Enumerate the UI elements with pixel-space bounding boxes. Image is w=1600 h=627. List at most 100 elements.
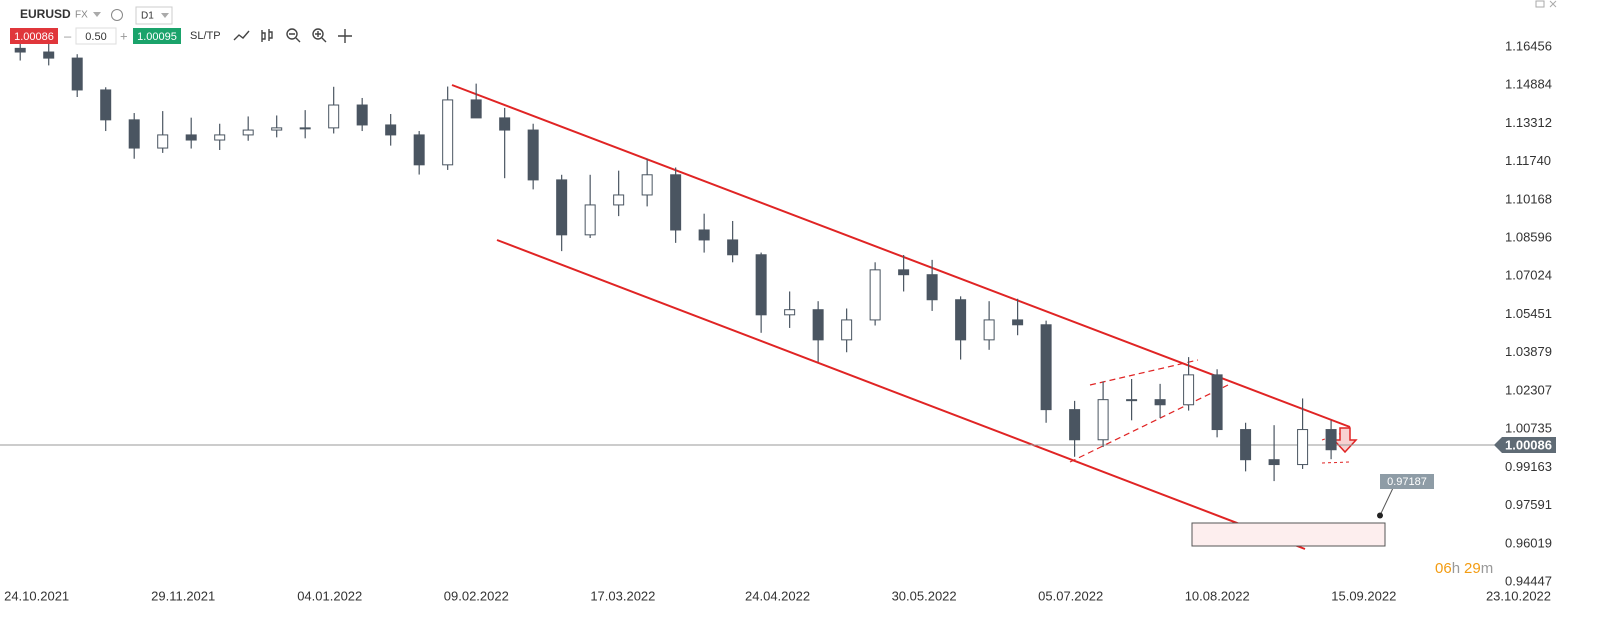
candle-body [157, 134, 169, 149]
target-point [1377, 512, 1383, 519]
close-icon[interactable] [1549, 0, 1557, 8]
sltp[interactable]: SL/TP [190, 30, 221, 42]
candle-body [1325, 429, 1337, 451]
info-icon[interactable] [111, 9, 123, 21]
candle-tool[interactable] [261, 29, 273, 42]
countdown-hours: 06 [1435, 560, 1452, 577]
candle-body [926, 274, 938, 301]
ask[interactable]: 1.00095 [137, 31, 177, 43]
candle-body [185, 134, 197, 141]
x-tick-label: 17.03.2022 [590, 588, 655, 603]
candle-body [1126, 399, 1138, 402]
y-tick-label: 1.00735 [1505, 421, 1552, 436]
countdown: 06h 29m [1435, 560, 1493, 577]
candle-body [1097, 399, 1109, 441]
candle-body [1069, 409, 1081, 441]
dropdown-icon[interactable] [161, 13, 169, 18]
target-zone [1191, 522, 1386, 547]
channel [451, 84, 1351, 550]
candle-body [1154, 399, 1166, 406]
timeframe-box[interactable] [135, 6, 173, 25]
candle-body [1040, 324, 1052, 411]
x-tick-label: 09.02.2022 [444, 588, 509, 603]
candle-body [100, 89, 112, 121]
candle-body [14, 47, 26, 53]
x-tick-label: 29.11.2021 [151, 588, 215, 603]
channel-lower [496, 239, 1306, 550]
zoom-in[interactable] [312, 28, 324, 40]
candle-body [442, 99, 454, 166]
dropdown-icon[interactable] [93, 12, 101, 17]
target-box [1380, 474, 1434, 489]
candle-body [413, 134, 425, 166]
timeframe[interactable]: D1 [141, 11, 154, 22]
line-tool[interactable] [233, 30, 250, 41]
candle-body [271, 127, 283, 131]
pan-tool[interactable] [338, 29, 352, 43]
candle-body [470, 99, 482, 119]
y-tick-label: 1.16456 [1505, 38, 1552, 53]
lot[interactable]: 0.50 [85, 31, 106, 43]
candle-body [698, 229, 710, 241]
window-icon[interactable] [1535, 0, 1545, 8]
y-tick-label: 1.02307 [1505, 382, 1552, 397]
x-tick-label: 23.10.2022 [1486, 588, 1551, 603]
candle-body [1012, 319, 1024, 326]
candle-body [527, 129, 539, 181]
tools [233, 28, 352, 43]
candle-body [43, 51, 55, 59]
candle-body [613, 194, 625, 206]
wedge-upper [1089, 359, 1199, 386]
countdown-minutes: 29 [1464, 560, 1481, 577]
y-tick-label: 1.14884 [1505, 77, 1552, 92]
x-tick-label: 24.04.2022 [745, 588, 810, 603]
target-pointer [1379, 487, 1394, 516]
candle-body [983, 319, 995, 341]
minus[interactable]: – [64, 28, 72, 43]
plus[interactable]: + [120, 28, 128, 43]
x-tick-label: 04.01.2022 [297, 588, 362, 603]
y-tick-label: 1.03879 [1505, 344, 1552, 359]
down-arrow [1332, 427, 1358, 454]
countdown-m: m [1481, 560, 1494, 577]
y-tick-label: 1.11740 [1505, 153, 1551, 168]
candle-body [727, 239, 739, 256]
x-tick-label: 30.05.2022 [892, 588, 957, 603]
last-price-label: 1.00086 [1505, 437, 1552, 452]
countdown-h: h [1452, 560, 1460, 577]
market[interactable]: FX [75, 10, 88, 21]
candle-body [328, 104, 340, 129]
candle-body [641, 174, 653, 196]
candle-body [955, 299, 967, 341]
candle-body [584, 204, 596, 236]
candle-body [1183, 374, 1195, 406]
candle-body [556, 179, 568, 236]
lot-box[interactable] [75, 27, 117, 45]
candle-body [869, 269, 881, 321]
y-tick-label: 1.07024 [1505, 268, 1552, 283]
y-tick-label: 1.10168 [1505, 191, 1552, 206]
y-tick-label: 1.05451 [1505, 306, 1552, 321]
y-tick-label: 1.13312 [1505, 115, 1552, 130]
sell-box[interactable] [10, 28, 58, 44]
bid[interactable]: 1.00086 [14, 31, 54, 43]
symbol[interactable]: EURUSD [20, 7, 71, 21]
candle-body [385, 124, 397, 136]
candle-body [242, 129, 254, 136]
y-tick-label: 0.99163 [1505, 459, 1552, 474]
buy-box[interactable] [133, 28, 181, 44]
candle-body [1240, 429, 1252, 461]
candle-body [898, 269, 910, 276]
candle-body [784, 309, 796, 316]
x-tick-label: 05.07.2022 [1038, 588, 1103, 603]
candle-body [128, 119, 140, 149]
candle-body [812, 309, 824, 341]
candle-body [1297, 429, 1309, 466]
candle-body [356, 104, 368, 126]
x-tick-label: 24.10.2021 [4, 588, 69, 603]
candle-body [1268, 459, 1280, 466]
y-tick-label: 0.94447 [1505, 573, 1552, 588]
zoom-out[interactable] [286, 28, 298, 40]
candle-body [299, 127, 311, 130]
